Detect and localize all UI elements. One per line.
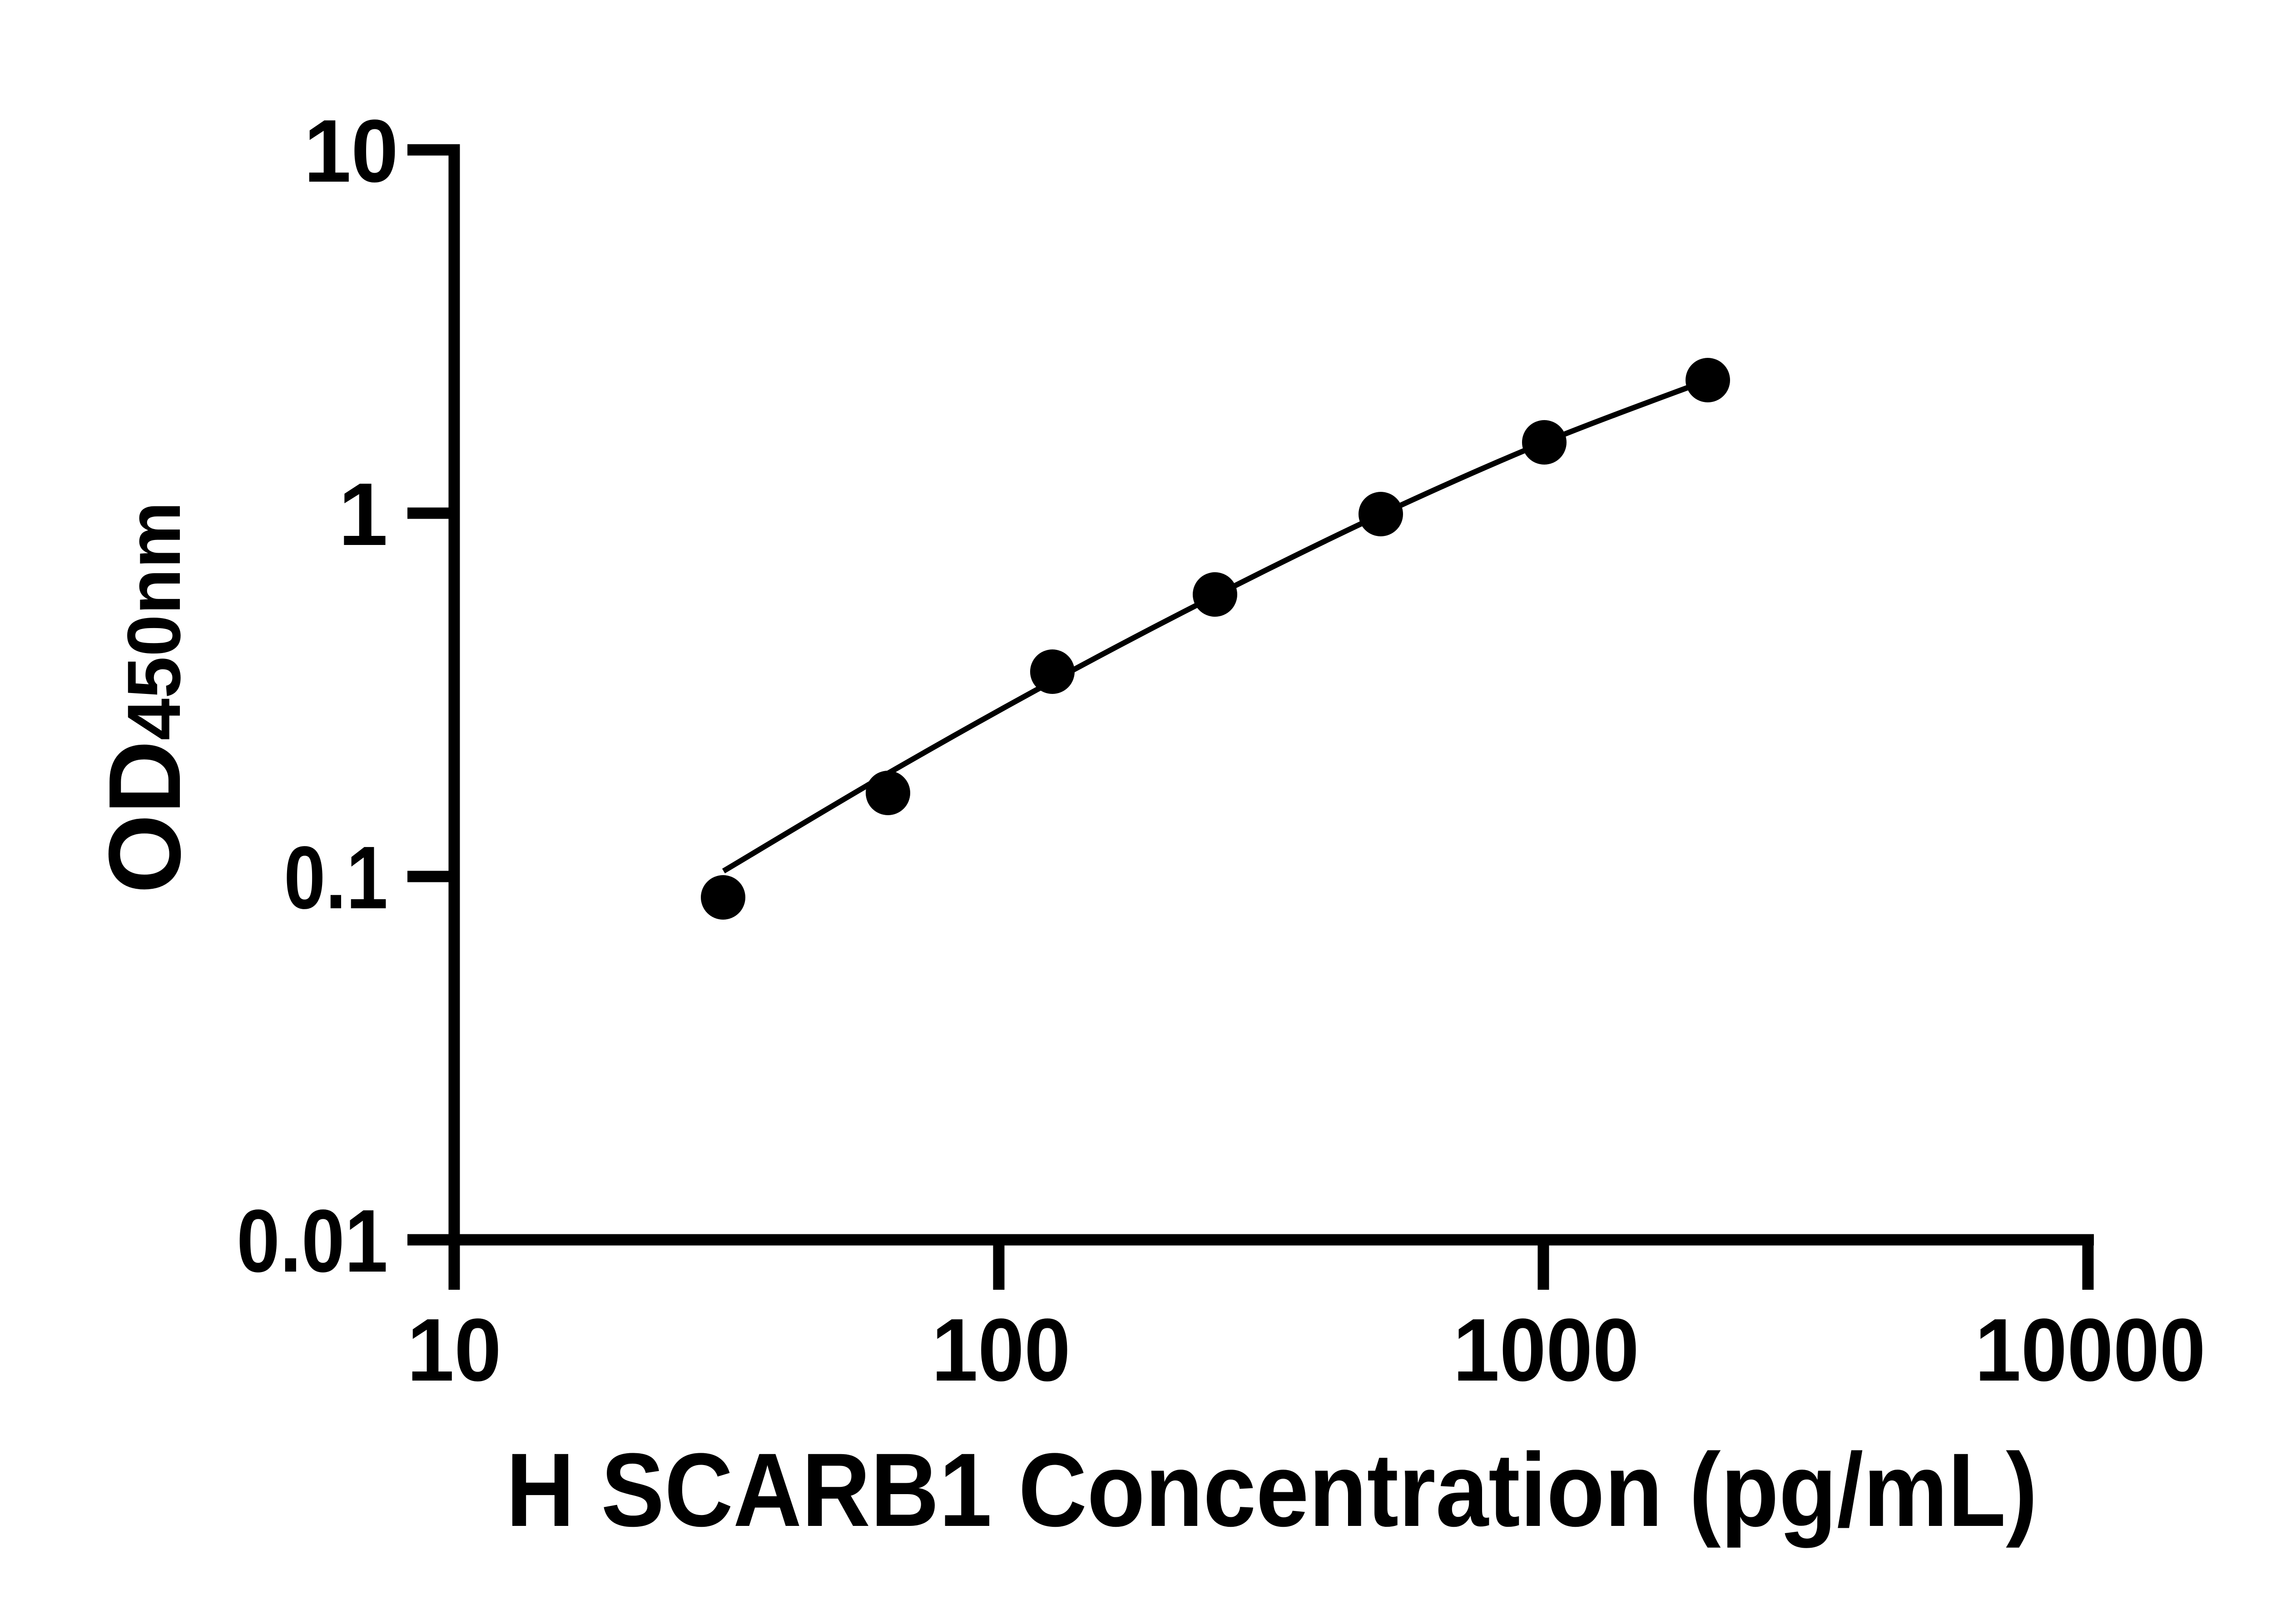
svg-text:100: 100 [932,1300,1071,1400]
svg-text:H SCARB1 Concentration (pg/mL): H SCARB1 Concentration (pg/mL) [506,1431,2038,1548]
svg-text:0.1: 0.1 [284,828,388,927]
svg-text:1000: 1000 [1453,1300,1639,1400]
svg-text:10: 10 [407,1300,501,1400]
svg-text:10000: 10000 [1975,1300,2206,1400]
svg-text:1: 1 [338,465,388,564]
svg-text:10: 10 [304,101,398,201]
svg-text:0.01: 0.01 [237,1191,388,1291]
